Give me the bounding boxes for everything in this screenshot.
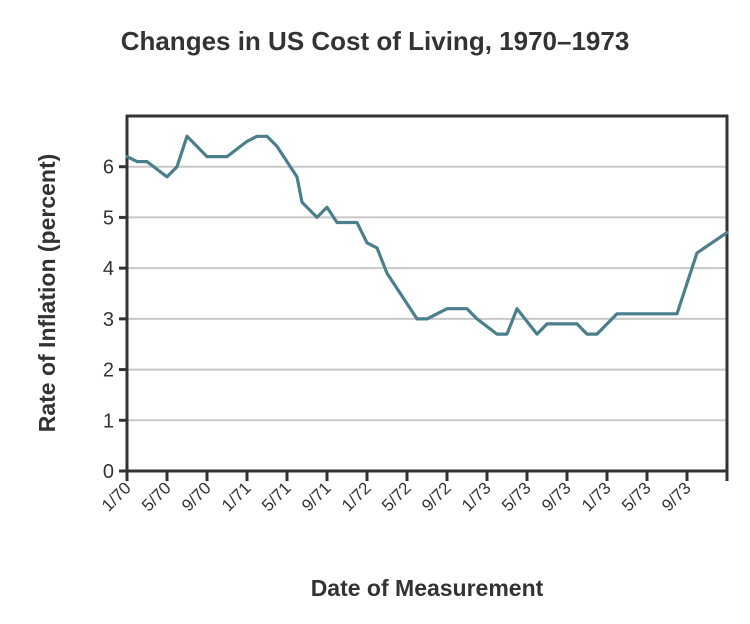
x-tick-label: 5/73 (618, 478, 655, 515)
series-line (125, 134, 729, 336)
x-tick-label: 1/71 (218, 478, 255, 515)
x-tick-label: 1/73 (578, 478, 615, 515)
x-tick-label: 9/72 (418, 478, 455, 515)
axes (125, 114, 729, 481)
x-tick-label: 5/71 (258, 478, 295, 515)
y-tick-label: 3 (103, 309, 114, 331)
chart-title: Changes in US Cost of Living, 1970–1973 (120, 26, 630, 56)
gridlines (127, 165, 727, 422)
x-tick-label: 9/70 (178, 478, 215, 515)
x-tick-label: 1/73 (458, 478, 495, 515)
y-axis-ticks: 0 1 2 3 4 5 6 (103, 157, 127, 483)
series-group (125, 134, 729, 336)
y-tick-label: 5 (103, 207, 114, 229)
x-tick-label: 1/72 (338, 478, 375, 515)
x-axis-label: Date of Measurement (311, 575, 544, 601)
x-tick-label: 5/72 (378, 478, 415, 515)
y-tick-label: 1 (103, 410, 114, 432)
x-axis-ticks: 1/70 5/70 9/70 1/71 5/71 9/71 1/72 5/72 9/72 1/73… (98, 471, 695, 515)
x-tick-label: 5/73 (498, 478, 535, 515)
y-tick-label: 0 (103, 461, 114, 483)
y-tick-label: 6 (103, 157, 114, 179)
x-tick-label: 1/70 (98, 478, 135, 515)
x-tick-label: 9/73 (658, 478, 695, 515)
y-tick-label: 4 (103, 258, 114, 280)
y-axis-label: Rate of Inflation (percent) (34, 154, 60, 433)
x-tick-label: 5/70 (138, 478, 175, 515)
x-tick-label: 9/73 (538, 478, 575, 515)
x-tick-label: 9/71 (298, 478, 335, 515)
y-tick-label: 2 (103, 360, 114, 382)
